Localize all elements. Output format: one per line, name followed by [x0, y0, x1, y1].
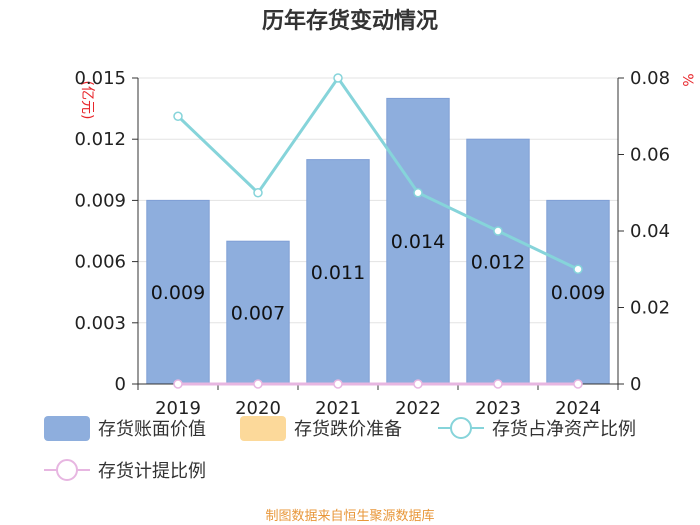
bar: [146, 199, 210, 385]
left-tick-label: 0.015: [74, 68, 126, 89]
bar-value-label: 0.012: [471, 252, 525, 274]
right-axis-unit: %: [679, 73, 695, 86]
legend-label: 存货占净资产比例: [492, 419, 636, 440]
bar: [546, 199, 610, 385]
right-tick-label: 0: [630, 374, 641, 395]
x-tick-label: 2021: [315, 398, 361, 419]
x-tick-label: 2023: [475, 398, 521, 419]
legend-label: 存货账面价值: [98, 419, 206, 440]
x-tick-label: 2020: [235, 398, 281, 419]
inventory-ratio-point: [333, 73, 343, 83]
left-tick-label: 0: [115, 374, 126, 395]
legend-item: 存货跌价准备: [240, 416, 402, 441]
legend-item: 存货账面价值: [44, 416, 206, 441]
x-tick-label: 2024: [555, 398, 601, 419]
bar-value-label: 0.009: [151, 282, 205, 304]
source-note: 制图数据来自恒生聚源数据库: [265, 508, 434, 524]
legend-item: 存货计提比例: [44, 459, 206, 482]
provision-ratio-point: [173, 379, 183, 389]
bar-value-label: 0.009: [551, 282, 605, 304]
x-tick-label: 2022: [395, 398, 441, 419]
line-series: [173, 73, 583, 389]
bar-value-label: 0.007: [231, 303, 285, 325]
inventory-ratio-point: [253, 188, 263, 198]
provision-ratio-point: [493, 379, 503, 389]
bar-value-label: 0.011: [311, 262, 365, 284]
chart-title: 历年存货变动情况: [262, 8, 438, 34]
right-tick-label: 0.06: [630, 145, 670, 166]
right-tick-label: 0.08: [630, 68, 670, 89]
axes: 0 0.003 0.006 0.009 0.012 0.015 0 0.02 0.04 0.06 0…: [74, 68, 670, 419]
data-labels: 0.009 0.007 0.011 0.014 0.012 0.009: [151, 231, 605, 324]
legend-swatch: [240, 416, 286, 441]
legend-marker: [56, 459, 78, 481]
bar: [466, 138, 530, 385]
left-tick-label: 0.009: [74, 190, 126, 211]
left-axis-unit: (亿元): [79, 81, 95, 120]
legend-item: 存货占净资产比例: [438, 417, 636, 440]
provision-ratio-point: [333, 379, 343, 389]
inventory-ratio-point: [413, 188, 423, 198]
left-tick-label: 0.003: [74, 313, 126, 334]
left-tick-label: 0.012: [74, 129, 126, 150]
legend-swatch: [44, 416, 90, 441]
provision-ratio-point: [413, 379, 423, 389]
inventory-ratio-point: [173, 111, 183, 121]
x-tick-label: 2019: [155, 398, 201, 419]
inventory-ratio-point: [493, 226, 503, 236]
inventory-ratio-line: [176, 75, 579, 271]
bar-series: [146, 97, 610, 385]
bar-value-label: 0.014: [391, 231, 445, 253]
provision-ratio-point: [253, 379, 263, 389]
legend-marker: [450, 417, 472, 439]
bar: [386, 97, 450, 385]
inventory-ratio-point: [573, 264, 583, 274]
bar: [306, 159, 370, 385]
legend-label: 存货跌价准备: [294, 419, 402, 440]
right-tick-label: 0.04: [630, 221, 670, 242]
bar: [226, 240, 290, 385]
provision-ratio-point: [573, 379, 583, 389]
left-tick-label: 0.006: [74, 252, 126, 273]
legend-label: 存货计提比例: [98, 461, 206, 482]
right-tick-label: 0.02: [630, 298, 670, 319]
grid-lines: [138, 77, 618, 324]
